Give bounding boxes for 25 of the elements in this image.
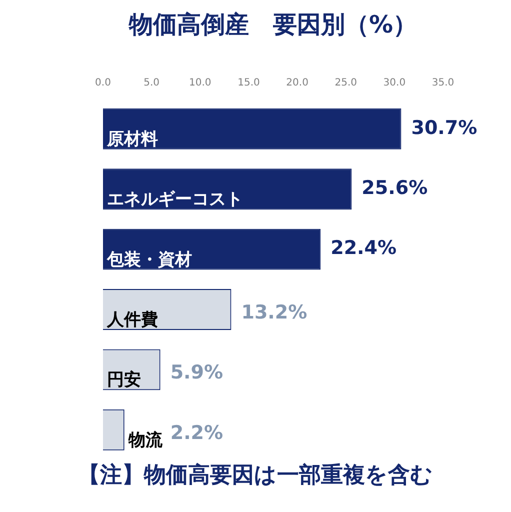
y-tick-label: 原材料 xyxy=(106,129,158,150)
x-tick-label: 30.0 xyxy=(383,77,406,88)
y-tick-label: 物流 xyxy=(127,430,164,450)
y-tick-label: 円安 xyxy=(107,370,141,390)
data-label: 30.7% xyxy=(411,116,478,139)
x-tick-label: 35.0 xyxy=(432,77,454,88)
x-tick-label: 5.0 xyxy=(144,77,160,88)
data-label: 2.2% xyxy=(170,422,224,444)
x-tick-label: 20.0 xyxy=(286,77,308,88)
data-label: 25.6% xyxy=(362,177,428,200)
y-tick-label: エネルギーコスト xyxy=(107,190,243,210)
x-tick-label: 25.0 xyxy=(334,77,357,88)
data-label: 5.9% xyxy=(170,362,224,384)
x-tick-label: 10.0 xyxy=(189,77,212,88)
data-label: 13.2% xyxy=(241,301,308,324)
bar xyxy=(103,108,402,150)
y-tick-label: 人件費 xyxy=(106,310,158,330)
chart-title: 物価高倒産 要因別（%） xyxy=(128,10,418,39)
annotation: 【注】物価高要因は一部重複を含む xyxy=(77,462,434,490)
bar xyxy=(103,228,321,270)
x-tick-label: 15.0 xyxy=(238,77,260,88)
x-tick-label: 0.0 xyxy=(95,77,111,88)
y-tick-label: 包装・資材 xyxy=(106,250,192,270)
data-label: 22.4% xyxy=(330,237,397,260)
bar xyxy=(103,168,352,210)
